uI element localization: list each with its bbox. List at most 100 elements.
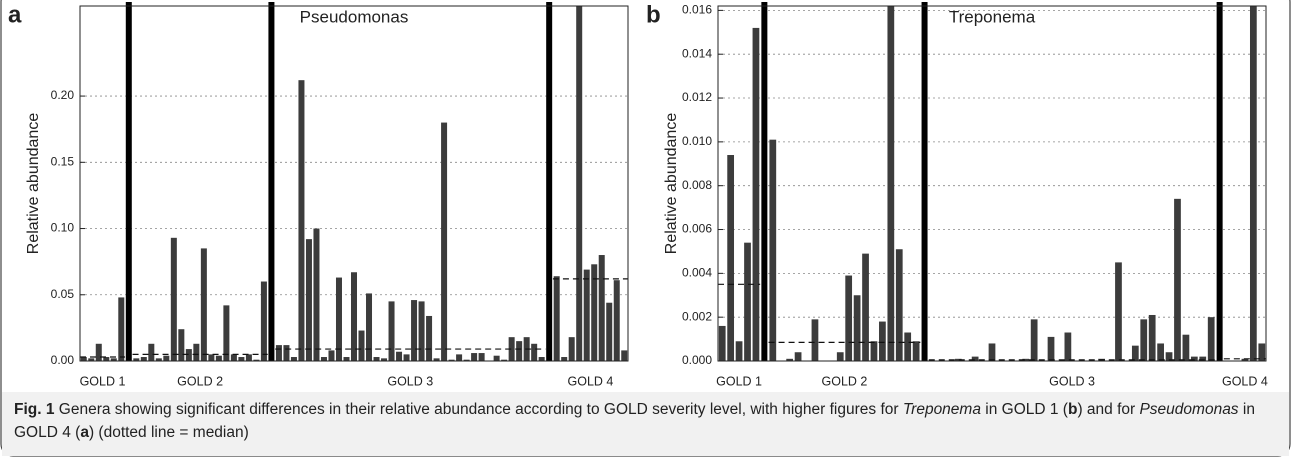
bar bbox=[794, 352, 802, 361]
y-tick-label: 0.010 bbox=[682, 134, 712, 148]
bar bbox=[516, 341, 523, 361]
bar bbox=[1258, 343, 1266, 361]
bar bbox=[148, 343, 155, 361]
bar bbox=[1131, 345, 1139, 361]
bar bbox=[366, 293, 373, 361]
bar bbox=[870, 341, 878, 361]
plot-frame bbox=[717, 5, 1267, 362]
panel-label: a bbox=[8, 1, 22, 28]
bar bbox=[335, 277, 342, 361]
bar bbox=[178, 329, 185, 361]
caption-panel-ref: a bbox=[80, 424, 89, 441]
bar bbox=[320, 357, 327, 361]
bar bbox=[769, 139, 777, 361]
bar bbox=[591, 264, 598, 361]
bar bbox=[275, 345, 282, 361]
bar bbox=[140, 357, 147, 361]
bar bbox=[895, 249, 903, 361]
bar bbox=[328, 350, 335, 361]
bar bbox=[583, 269, 590, 361]
bar bbox=[1174, 198, 1181, 361]
group-label: GOLD 1 bbox=[80, 374, 126, 388]
bar bbox=[200, 248, 207, 361]
bar bbox=[613, 280, 620, 361]
bar bbox=[1199, 356, 1207, 361]
y-tick-label: 0.00 bbox=[51, 353, 75, 367]
y-tick-label: 0.20 bbox=[51, 88, 75, 102]
group-label: GOLD 1 bbox=[716, 374, 762, 388]
bar bbox=[305, 239, 312, 361]
bar bbox=[1207, 317, 1215, 361]
bar bbox=[448, 359, 455, 361]
bar bbox=[553, 276, 560, 361]
bar bbox=[568, 337, 575, 361]
bar bbox=[133, 358, 140, 361]
bar bbox=[811, 319, 819, 361]
bar bbox=[1140, 319, 1148, 361]
bar bbox=[1047, 336, 1055, 361]
bar bbox=[853, 295, 861, 361]
bar bbox=[433, 358, 440, 361]
chart-title: Treponema bbox=[949, 7, 1036, 26]
bar bbox=[343, 357, 350, 361]
bar bbox=[1148, 314, 1156, 361]
bar bbox=[313, 228, 320, 361]
bar bbox=[1115, 262, 1122, 361]
bar bbox=[1165, 352, 1173, 361]
bar bbox=[735, 341, 743, 361]
bar bbox=[388, 301, 395, 361]
caption-text: in GOLD 1 ( bbox=[980, 401, 1068, 418]
bar bbox=[456, 354, 463, 361]
bar bbox=[418, 301, 425, 361]
bar bbox=[478, 353, 485, 361]
bar bbox=[598, 255, 605, 361]
bar bbox=[727, 155, 735, 361]
bar bbox=[463, 359, 470, 361]
group-label: GOLD 4 bbox=[1222, 374, 1268, 388]
bar bbox=[561, 357, 568, 361]
bar bbox=[531, 343, 538, 361]
bar bbox=[836, 352, 844, 361]
bar bbox=[103, 357, 110, 361]
bar bbox=[879, 321, 886, 361]
panel-label: b bbox=[646, 1, 661, 28]
bar bbox=[912, 341, 920, 361]
bar bbox=[501, 359, 508, 361]
bar bbox=[260, 281, 267, 361]
bar bbox=[1182, 334, 1190, 361]
bar bbox=[954, 358, 962, 361]
bar bbox=[441, 122, 448, 361]
y-tick-label: 0.000 bbox=[682, 353, 712, 367]
bar bbox=[283, 345, 290, 361]
bar bbox=[508, 337, 515, 361]
bar bbox=[223, 305, 230, 361]
bar bbox=[350, 272, 358, 361]
bar bbox=[95, 343, 102, 361]
bar bbox=[862, 253, 869, 361]
bar bbox=[358, 330, 365, 361]
bar bbox=[238, 357, 245, 361]
caption-background bbox=[2, 392, 1289, 456]
bar bbox=[971, 356, 979, 361]
bar bbox=[1190, 356, 1198, 361]
bar bbox=[185, 349, 192, 361]
y-tick-label: 0.002 bbox=[682, 309, 712, 323]
bar bbox=[1064, 332, 1072, 361]
bar bbox=[1249, 6, 1257, 361]
bar bbox=[538, 357, 545, 361]
bar bbox=[290, 357, 297, 361]
y-axis-label: Relative abundance bbox=[25, 113, 42, 255]
bar bbox=[403, 354, 410, 361]
bar bbox=[155, 358, 162, 361]
bar bbox=[471, 353, 478, 361]
group-label: GOLD 2 bbox=[177, 374, 223, 388]
group-label: GOLD 3 bbox=[387, 374, 433, 388]
y-tick-label: 0.006 bbox=[682, 222, 712, 236]
bar bbox=[1241, 358, 1249, 361]
bar bbox=[786, 358, 794, 361]
caption-label: Fig. 1 bbox=[14, 401, 55, 418]
bar bbox=[381, 358, 388, 361]
bar bbox=[493, 355, 500, 361]
